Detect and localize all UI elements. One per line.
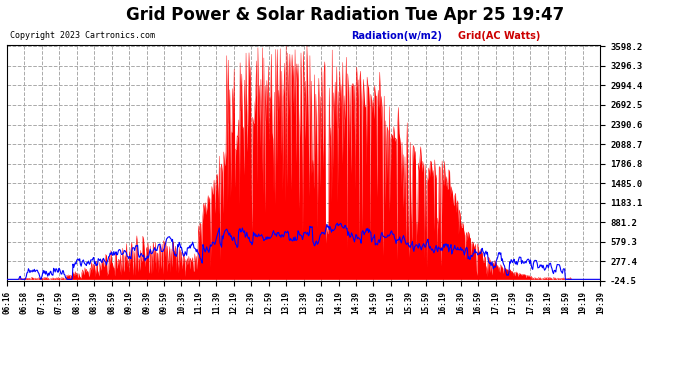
Text: Radiation(w/m2): Radiation(w/m2) xyxy=(351,31,442,41)
Text: Grid(AC Watts): Grid(AC Watts) xyxy=(458,31,540,41)
Text: Copyright 2023 Cartronics.com: Copyright 2023 Cartronics.com xyxy=(10,31,155,40)
Text: Grid Power & Solar Radiation Tue Apr 25 19:47: Grid Power & Solar Radiation Tue Apr 25 … xyxy=(126,6,564,24)
